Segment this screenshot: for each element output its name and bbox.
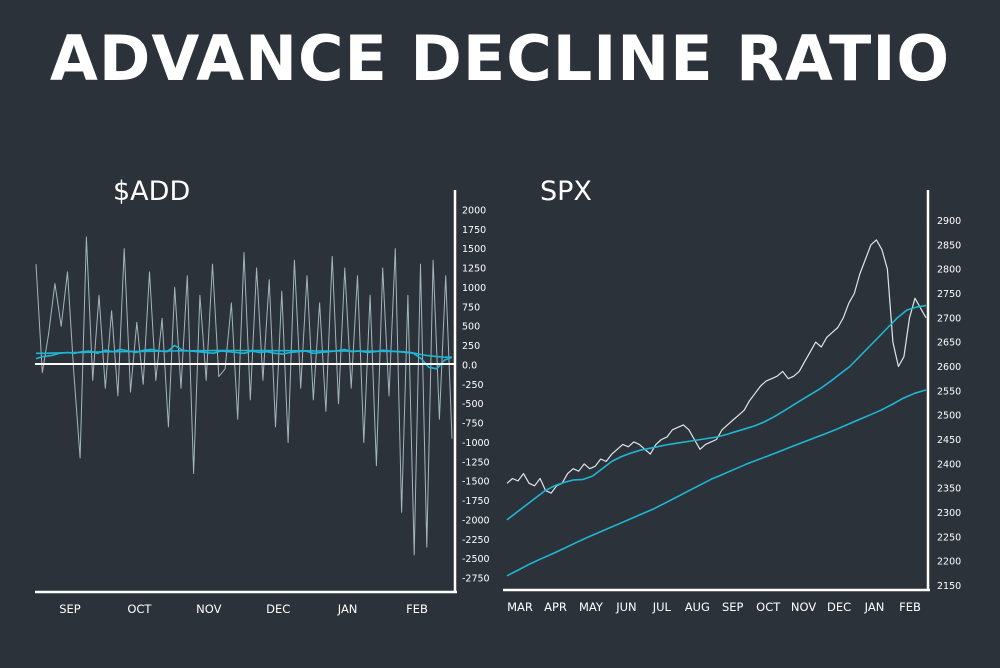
spx-y-tick-label: 2550	[937, 386, 961, 397]
add-x-tick-label: SEP	[59, 602, 81, 616]
spx-series-layer	[506, 239, 927, 577]
add-y-tick-label: 1000	[462, 283, 486, 294]
add-y-tick-label: 1750	[462, 225, 486, 236]
page-title: ADVANCE DECLINE RATIO	[49, 22, 951, 95]
add-series-daily-advance-decline	[35, 236, 453, 556]
add-y-tick-label: -1250	[462, 457, 490, 468]
add-chart: $ADD 2000 1750 1500 1250 1000 750 500 250 0.0 -25…	[35, 176, 490, 616]
spx-y-tick-label: 2300	[937, 508, 961, 519]
spx-y-tick-label: 2700	[937, 313, 961, 324]
spx-x-tick-labels: MAR APR MAY JUN JUL AUG SEP OCT NOV DEC JAN FEB	[507, 600, 921, 614]
add-y-tick-label: 0.0	[462, 360, 477, 371]
spx-y-tick-label: 2200	[937, 557, 961, 568]
spx-x-tick-label: NOV	[791, 600, 816, 614]
spx-y-tick-label: 2650	[937, 338, 961, 349]
add-chart-title: $ADD	[113, 176, 190, 207]
spx-x-tick-label: DEC	[827, 600, 851, 614]
spx-x-tick-label: FEB	[899, 600, 921, 614]
spx-y-tick-label: 2150	[937, 581, 961, 592]
spx-y-tick-label: 2750	[937, 289, 961, 300]
spx-y-tick-label: 2400	[937, 459, 961, 470]
spx-x-tick-label: APR	[544, 600, 567, 614]
spx-x-tick-label: OCT	[756, 600, 781, 614]
add-series-moving-average-short	[35, 344, 453, 370]
spx-y-tick-label: 2450	[937, 435, 961, 446]
add-x-tick-label: JAN	[337, 602, 358, 616]
spx-x-tick-label: MAY	[579, 600, 604, 614]
spx-x-tick-label: MAR	[507, 600, 533, 614]
spx-y-tick-label: 2500	[937, 411, 961, 422]
spx-chart: SPX 2900 2850 2800 2750 2700 2650 2600 2550 2500…	[503, 176, 961, 614]
spx-series-price	[506, 239, 927, 494]
add-y-tick-label: -2250	[462, 535, 490, 546]
add-y-tick-label: -500	[462, 399, 484, 410]
add-y-tick-label: -2000	[462, 516, 490, 527]
add-x-tick-label: FEB	[406, 602, 428, 616]
spx-y-tick-label: 2600	[937, 362, 961, 373]
add-series-moving-average-long	[36, 349, 452, 359]
add-x-tick-labels: SEP OCT NOV DEC JAN FEB	[59, 602, 428, 616]
add-y-tick-label: 2000	[462, 205, 486, 216]
add-y-tick-label: -2750	[462, 574, 490, 585]
spx-series-moving-average-200	[506, 389, 927, 577]
add-y-tick-label: -1000	[462, 438, 490, 449]
add-y-tick-label: 500	[462, 322, 480, 333]
add-y-tick-labels: 2000 1750 1500 1250 1000 750 500 250 0.0 -250 -500…	[462, 205, 490, 584]
add-y-tick-label: -1500	[462, 477, 490, 488]
add-y-tick-label: -250	[462, 380, 484, 391]
add-y-tick-label: -1750	[462, 496, 490, 507]
add-y-tick-label: 1500	[462, 244, 486, 255]
spx-x-tick-label: JUL	[652, 600, 672, 614]
add-x-tick-label: DEC	[266, 602, 290, 616]
spx-x-tick-label: AUG	[685, 600, 710, 614]
spx-chart-title: SPX	[540, 176, 592, 207]
spx-series-moving-average-50	[506, 304, 927, 521]
spx-y-tick-label: 2800	[937, 265, 961, 276]
spx-y-tick-labels: 2900 2850 2800 2750 2700 2650 2600 2550 2500 2450…	[937, 216, 961, 592]
spx-y-tick-label: 2850	[937, 240, 961, 251]
spx-y-tick-label: 2350	[937, 484, 961, 495]
add-y-tick-label: 1250	[462, 264, 486, 275]
spx-x-tick-label: JAN	[864, 600, 885, 614]
spx-x-tick-label: SEP	[722, 600, 744, 614]
spx-y-tick-label: 2900	[937, 216, 961, 227]
add-x-tick-label: NOV	[196, 602, 221, 616]
add-y-tick-label: 250	[462, 341, 480, 352]
add-x-tick-label: OCT	[127, 602, 152, 616]
add-y-tick-label: 750	[462, 302, 480, 313]
add-series-layer	[35, 236, 453, 556]
spx-x-tick-label: JUN	[615, 600, 636, 614]
add-y-tick-label: -750	[462, 419, 484, 430]
add-y-tick-label: -2500	[462, 554, 490, 565]
spx-y-tick-label: 2250	[937, 532, 961, 543]
